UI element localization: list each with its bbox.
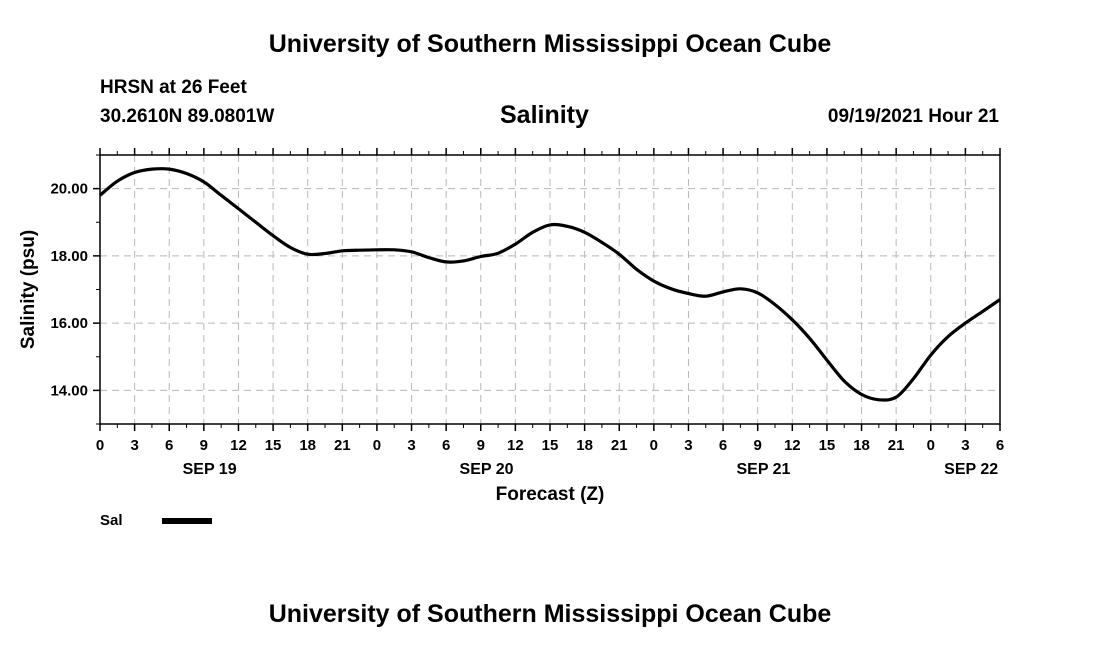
x-date-label: SEP 21	[736, 461, 790, 478]
y-axis-title: Salinity (psu)	[18, 230, 39, 349]
x-tick-label: 21	[888, 437, 905, 454]
x-tick-label: 12	[230, 437, 247, 454]
x-tick-label: 9	[754, 437, 762, 454]
x-tick-label: 9	[200, 437, 208, 454]
x-tick-label: 6	[719, 437, 727, 454]
y-tick-label: 14.00	[50, 382, 88, 399]
x-tick-label: 18	[576, 437, 593, 454]
y-tick-label: 16.00	[50, 315, 88, 332]
x-tick-label: 3	[130, 437, 138, 454]
x-tick-label: 0	[373, 437, 381, 454]
legend-label: Sal	[100, 512, 123, 529]
x-tick-label: 15	[819, 437, 836, 454]
x-tick-label: 12	[507, 437, 524, 454]
x-tick-label: 15	[542, 437, 559, 454]
x-tick-label: 6	[996, 437, 1004, 454]
x-axis-title: Forecast (Z)	[496, 484, 605, 505]
x-tick-label: 18	[853, 437, 870, 454]
page-title: University of Southern Mississippi Ocean…	[268, 30, 832, 58]
x-date-label: SEP 20	[460, 461, 514, 478]
series-line-sal	[98, 167, 1001, 402]
x-tick-label: 0	[96, 437, 104, 454]
y-tick-label: 20.00	[50, 181, 88, 198]
plot-frame	[99, 154, 1001, 425]
axes: 0 3 6 9 12 15 18 21 0 3 6 9 12 15 18 21 0 3 6 9 12 15 18 21 0 3 6 1…	[50, 148, 1004, 478]
x-tick-label: 9	[477, 437, 485, 454]
x-date-label: SEP 19	[183, 461, 237, 478]
x-tick-label: 12	[784, 437, 801, 454]
station-label: HRSN at 26 Feet	[100, 77, 247, 98]
x-date-label: SEP 22	[944, 461, 998, 478]
legend: Sal	[100, 512, 212, 529]
x-tick-label: 6	[442, 437, 450, 454]
x-tick-label: 3	[684, 437, 692, 454]
forecast-timestamp: 09/19/2021 Hour 21	[827, 106, 999, 127]
chart-title: Salinity	[500, 101, 589, 129]
x-tick-label: 21	[334, 437, 351, 454]
x-tick-label: 0	[927, 437, 935, 454]
footer-title: University of Southern Mississippi Ocean…	[268, 600, 832, 628]
station-coordinates: 30.2610N 89.0801W	[100, 106, 275, 127]
x-tick-label: 18	[299, 437, 316, 454]
y-tick-label: 18.00	[50, 248, 88, 265]
x-tick-label: 0	[650, 437, 658, 454]
series-layer	[98, 167, 1001, 402]
x-tick-label: 6	[165, 437, 173, 454]
x-tick-label: 21	[611, 437, 628, 454]
grid-lines	[100, 155, 1000, 424]
x-tick-label: 3	[407, 437, 415, 454]
x-tick-label: 3	[961, 437, 969, 454]
x-tick-label: 15	[265, 437, 282, 454]
